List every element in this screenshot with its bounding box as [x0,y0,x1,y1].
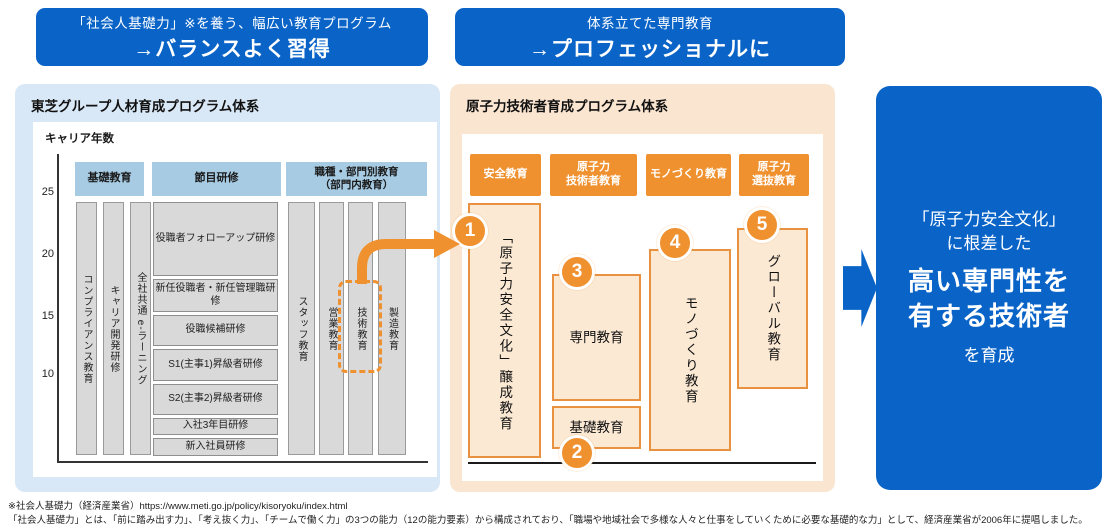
milestone-box-s2-promotion-training: S2(主事2)昇級者研修 [153,384,278,415]
track-header-safety-education: 安全教育 [470,154,541,196]
bar-staff-education: スタッフ教育 [288,202,315,455]
goal-line3: を育成 [963,345,1015,365]
technical-education-highlight-dashed-box [338,280,382,373]
career-years-axis-label: キャリア年数 [45,133,114,145]
toshiba-program-panel: 東芝グループ人材育成プログラム体系 キャリア年数 25 20 15 10 基礎教… [15,84,440,492]
program-box-basic-education: 基礎教育 [552,406,641,449]
bar-compliance-education: コンプライアンス教育 [76,202,97,455]
footnote-line1: ※社会人基礎力（経済産業省）https://www.meti.go.jp/pol… [8,501,348,512]
result-arrow-icon [843,249,877,327]
number-circle-2: 2 [559,435,595,471]
y-tick-20: 20 [41,248,54,260]
milestone-box-manager-candidate-training: 役職候補研修 [153,315,278,346]
footnote: ※社会人基礎力（経済産業省）https://www.meti.go.jp/pol… [8,500,1108,528]
goal-box: 「原子力安全文化」 に根差した 高い専門性を 有する技術者 を育成 [876,86,1102,490]
banner-broad-education: 「社会人基礎力」※を養う、幅広い教育プログラム →バランスよく習得 [36,8,428,66]
column-header-basic-education: 基礎教育 [75,162,144,196]
bar-career-development-training: キャリア開発研修 [103,202,124,455]
goal-line1: 「原子力安全文化」 [912,210,1066,230]
goal-bold1: 高い専門性を [907,265,1070,296]
milestone-box-third-year-training: 入社3年目研修 [153,418,278,435]
banner-right-line1: 体系立てた専門教育 [587,15,713,31]
track-header-monozukuri-education: モノづくり教育 [646,154,731,196]
nuclear-program-panel: 原子力技術者育成プログラム体系 安全教育 原子力 技術者教育 モノづくり教育 原… [450,84,835,492]
milestone-box-followup-training: 役職者フォローアップ研修 [153,202,278,276]
program-box-global-education: グローバル教育 [737,228,808,389]
milestone-box-new-manager-training: 新任役職者・新任管理職研修 [153,279,278,312]
y-tick-25: 25 [41,186,54,198]
toshiba-chart-area: キャリア年数 25 20 15 10 基礎教育 節目研修 職種・部門別教育 （部… [33,122,437,477]
y-tick-10: 10 [41,368,54,380]
goal-line2: に根差した [946,234,1032,253]
y-axis-line [57,154,59,462]
program-box-specialized-education: 専門教育 [552,274,641,401]
number-circle-1: 1 [452,213,488,249]
track-header-nuclear-engineer-education: 原子力 技術者教育 [550,154,637,196]
bar-elearning: 全社共通 e-ラーニング [130,202,151,455]
milestone-box-s1-promotion-training: S1(主事1)昇級者研修 [153,349,278,381]
y-tick-15: 15 [41,310,54,322]
nuclear-chart-area: 安全教育 原子力 技術者教育 モノづくり教育 原子力 選抜教育 「原子力安全文化… [462,134,823,481]
x-axis-line [57,461,428,463]
number-circle-5: 5 [744,207,780,243]
column-header-job-category-education: 職種・部門別教育 （部門内教育） [286,162,427,196]
toshiba-panel-title: 東芝グループ人材育成プログラム体系 [31,99,260,114]
banner-right-line2: →プロフェッショナルに [529,37,771,61]
footnote-line2: 「社会人基礎力」とは、「前に踏み出す力」、「考え抜く力」、「チームで働く力」の3… [8,514,1088,526]
program-box-monozukuri-education: モノづくり教育 [649,249,731,451]
column-header-milestone-training: 節目研修 [152,162,281,196]
nuclear-baseline [468,462,816,464]
track-header-nuclear-selection-education: 原子力 選抜教育 [739,154,809,196]
banner-left-line2: →バランスよく習得 [133,37,331,61]
milestone-box-new-employee-training: 新入社員研修 [153,438,278,456]
number-circle-4: 4 [657,225,693,261]
transfer-arrow-icon [357,230,460,284]
banner-left-line1: 「社会人基礎力」※を養う、幅広い教育プログラム [72,15,392,31]
number-circle-3: 3 [559,254,595,290]
nuclear-panel-title: 原子力技術者育成プログラム体系 [466,99,669,114]
goal-bold2: 有する技術者 [907,300,1070,331]
banner-professional-education: 体系立てた専門教育 →プロフェッショナルに [455,8,845,66]
